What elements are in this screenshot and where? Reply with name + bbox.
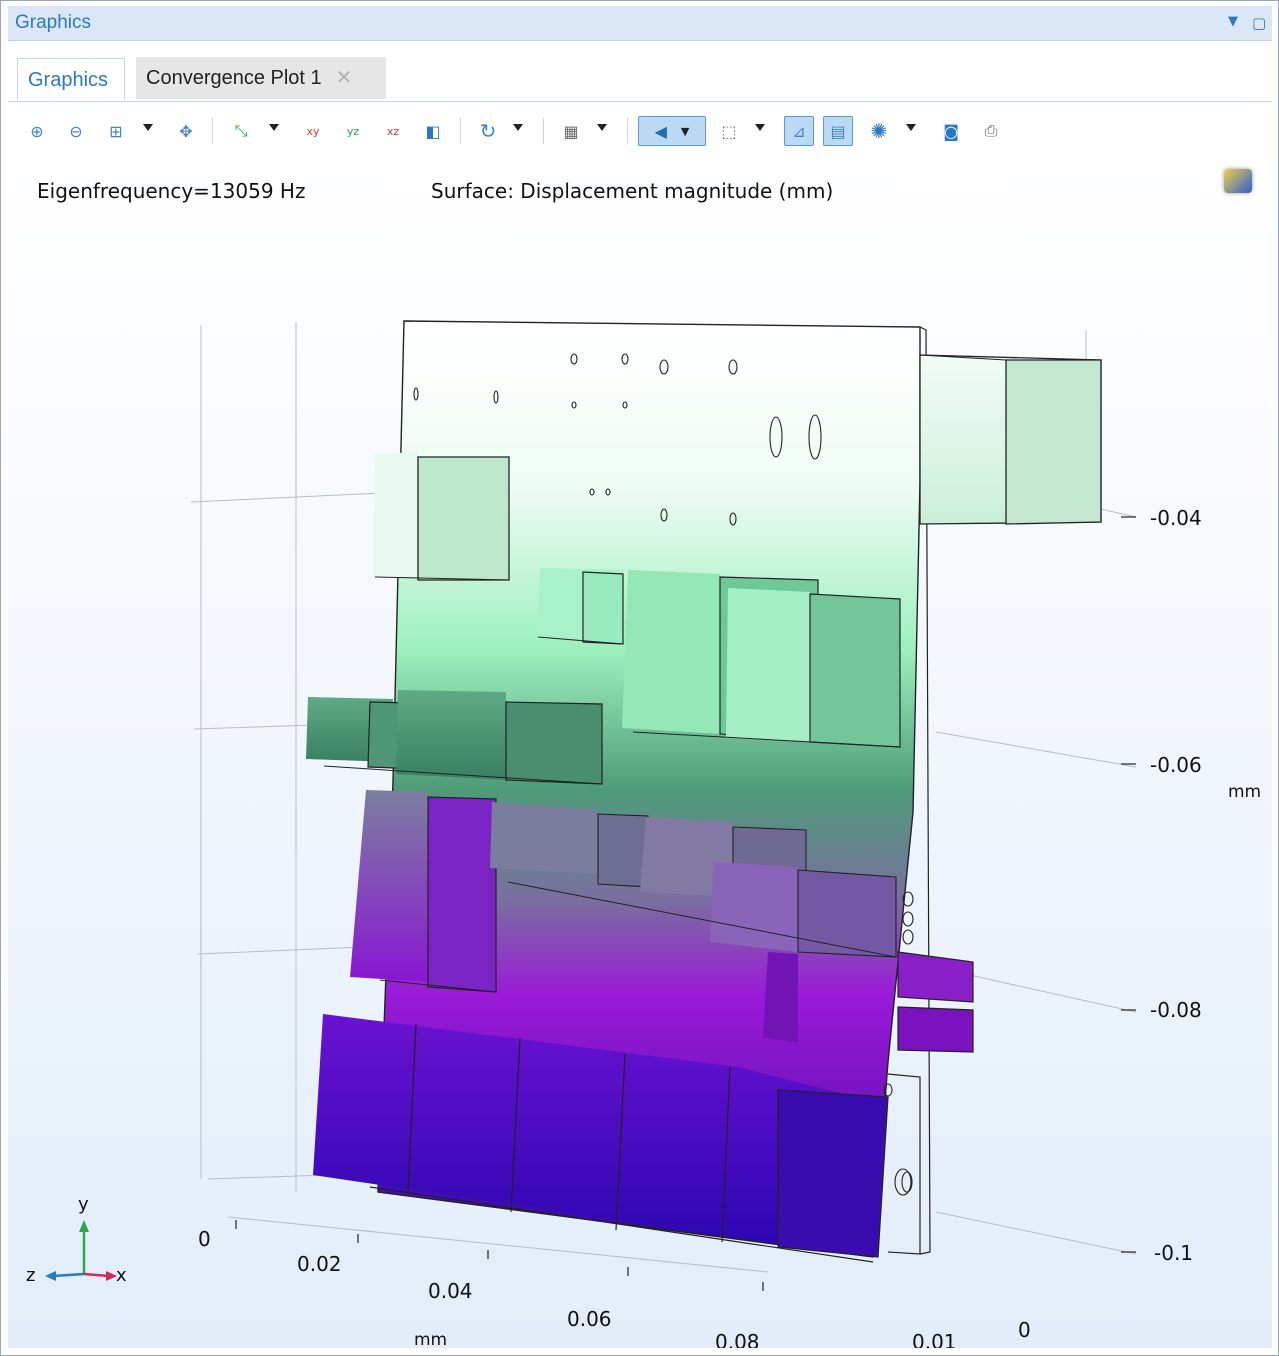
wireframe-icon[interactable]: ⬚ — [721, 121, 737, 141]
camera-icon[interactable]: ◙ — [943, 121, 959, 141]
y-axis-unit: mm — [1228, 782, 1262, 802]
axis-orientation-icon[interactable]: ⤡ — [234, 121, 248, 140]
transparency-icon[interactable]: ▦ — [563, 121, 579, 141]
show-grid-icon[interactable]: ▤ — [823, 116, 853, 146]
tick-marks — [235, 516, 1136, 1291]
component-center-small — [537, 568, 624, 645]
rotate-dropdown-icon[interactable] — [513, 124, 523, 131]
toolbar-separator — [212, 118, 213, 144]
lighting-dropdown-icon[interactable] — [906, 124, 916, 131]
y-tick-2: -0.06 — [1150, 753, 1202, 777]
triad-y-label: y — [78, 1194, 89, 1215]
zoom-out-icon[interactable]: ⊖ — [69, 121, 83, 141]
component-top-right — [919, 354, 1102, 525]
plot-canvas — [190, 320, 1137, 1291]
component-violet-center — [490, 802, 897, 958]
view-yz-icon[interactable]: yz — [346, 124, 360, 138]
tab-graphics[interactable]: Graphics — [17, 58, 125, 100]
graphics-toolbar: ⊕ ⊖ ⊞ ✥ ⤡ xy yz xz ◧ ↻ ▦ ◀ ▼ ⬚ ⊿ ▤ ✺ ◙ ⎙ — [8, 102, 1272, 162]
view-xz-icon[interactable]: xz — [386, 124, 400, 138]
graphics-viewport[interactable]: Eigenfrequency=13059 Hz Surface: Displac… — [8, 162, 1272, 1348]
scene-light-icon: ◀ — [654, 121, 667, 141]
depth-tick-1: 0.01 — [912, 1330, 957, 1348]
window-menu-chevron-icon[interactable]: ▼ — [1228, 14, 1238, 29]
orientation-dropdown-icon[interactable] — [269, 124, 279, 131]
toolbar-separator — [627, 118, 628, 144]
x-tick-3: 0.04 — [428, 1279, 473, 1303]
y-tick-3: -0.08 — [1150, 998, 1202, 1022]
pcb-edge — [919, 326, 931, 1255]
component-violet-left — [350, 790, 497, 993]
wireframe-dropdown-icon[interactable] — [755, 124, 765, 131]
component-left-mid — [306, 690, 603, 785]
zoom-box-icon[interactable]: ⊞ — [109, 121, 123, 141]
y-tick-4: -0.1 — [1154, 1241, 1194, 1265]
lighting-icon[interactable]: ✺ — [870, 119, 888, 143]
x-axis-unit: mm — [414, 1330, 448, 1348]
rotate-icon[interactable]: ↻ — [479, 119, 497, 143]
model-tree-cube-icon[interactable] — [1224, 169, 1252, 193]
window-titlebar: Graphics ▼ ▢ — [8, 6, 1272, 41]
transparency-dropdown-icon[interactable] — [597, 124, 607, 131]
zoom-in-icon[interactable]: ⊕ — [30, 121, 44, 141]
window-title: Graphics — [15, 12, 92, 33]
axis-triad — [45, 1220, 117, 1281]
triad-z-label: z — [26, 1265, 36, 1286]
triad-x-label: x — [116, 1265, 127, 1286]
zoom-extents-icon[interactable]: ✥ — [179, 121, 193, 141]
go-to-default-view-icon[interactable]: ◧ — [425, 121, 441, 141]
view-xy-icon[interactable]: xy — [306, 124, 320, 138]
pcb-holes — [413, 353, 914, 1196]
component-center-tall — [622, 570, 901, 748]
tab-convergence-plot[interactable]: Convergence Plot 1 ✕ — [136, 57, 386, 99]
tab-bar: Graphics Convergence Plot 1 ✕ — [8, 47, 1272, 102]
close-tab-icon[interactable]: ✕ — [335, 67, 353, 89]
depth-tick-2: 0 — [1018, 1318, 1031, 1342]
maximize-icon[interactable]: ▢ — [1252, 14, 1267, 32]
component-bottom-block — [313, 1014, 921, 1263]
surface-label: Surface: Displacement magnitude (mm) — [431, 179, 834, 203]
x-tick-1: 0 — [198, 1227, 211, 1251]
component-top-left — [373, 452, 510, 581]
toolbar-separator — [460, 118, 461, 144]
print-icon[interactable]: ⎙ — [984, 121, 998, 140]
y-tick-1: -0.04 — [1150, 506, 1202, 530]
x-tick-2: 0.02 — [297, 1252, 342, 1276]
component-right-connectors — [763, 951, 974, 1053]
tab-graphics-label: Graphics — [28, 69, 109, 91]
scene-light-button[interactable]: ◀ ▼ — [638, 116, 706, 146]
scene-light-dropdown-icon[interactable]: ▼ — [680, 124, 690, 138]
x-tick-4: 0.06 — [567, 1307, 612, 1331]
x-tick-5: 0.08 — [715, 1330, 760, 1348]
toolbar-separator — [543, 118, 544, 144]
show-axis-icon[interactable]: ⊿ — [784, 116, 814, 146]
eigenfrequency-label: Eigenfrequency=13059 Hz — [37, 179, 306, 203]
tab-convergence-label: Convergence Plot 1 — [146, 67, 322, 89]
zoom-dropdown-icon[interactable] — [143, 124, 153, 131]
